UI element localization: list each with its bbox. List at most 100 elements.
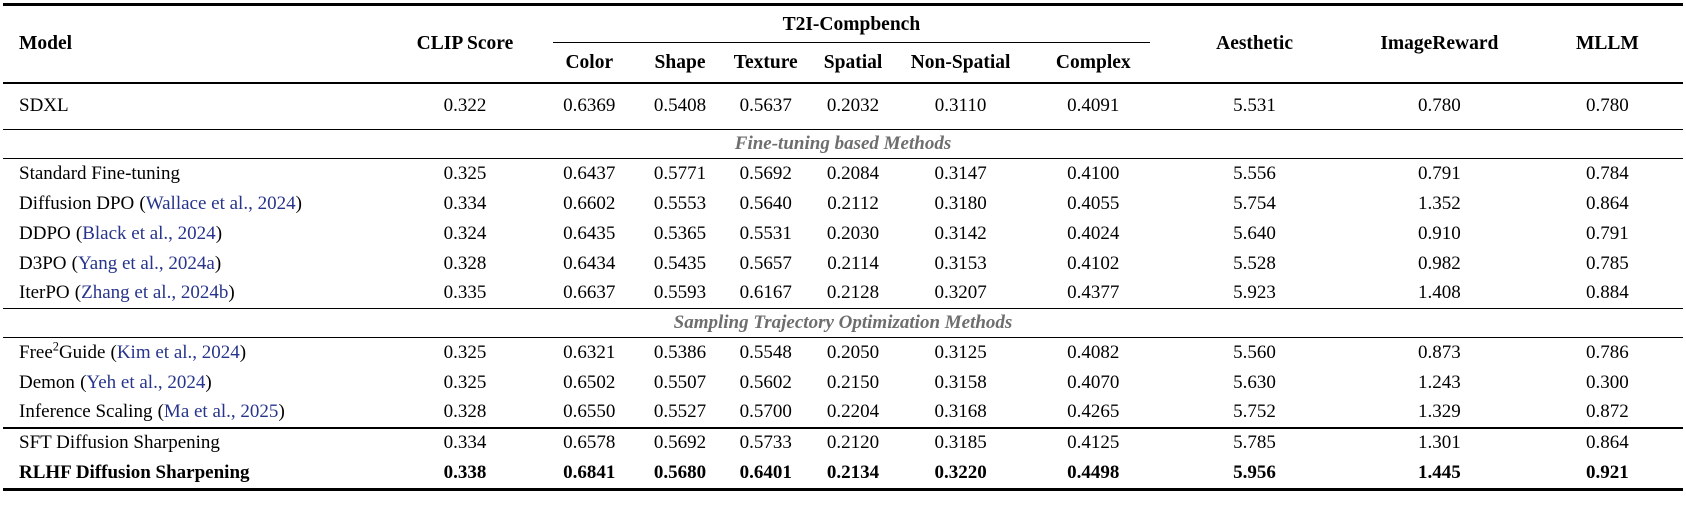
model-cell: Diffusion DPO (Wallace et al., 2024) [3,189,389,219]
metric-cell: 0.791 [1417,162,1461,184]
metric-cell: 5.956 [1233,461,1276,483]
model-cell: Free2Guide (Kim et al., 2024) [3,338,389,368]
citation-link[interactable]: Ma et al., 2025 [163,401,279,422]
metric-cell: 0.910 [1417,222,1461,244]
citation-link[interactable]: Yeh et al., 2024 [86,371,206,393]
metric-cell: 0.3153 [934,252,987,274]
metric-cell: 0.5365 [653,222,707,244]
col-header-texture: Texture [733,52,798,73]
metric-cell: 0.2128 [826,282,880,304]
metric-cell: 0.5771 [653,162,707,184]
metric-cell: 0.4498 [1067,461,1120,483]
table-row: Inference Scaling (Ma et al., 2025) 0.328… [3,398,1683,428]
metric-cell: 0.4100 [1067,162,1120,184]
metric-cell: 0.6369 [540,81,639,130]
metric-cell: 0.338 [443,461,487,483]
metric-cell: 0.6401 [739,461,792,483]
metric-cell: 0.328 [443,252,487,274]
metric-cell: 0.864 [1531,426,1683,458]
metric-cell: 5.560 [1233,341,1276,363]
metric-cell: 0.4024 [1067,222,1120,244]
citation-close-paren: ) [215,222,223,244]
citation-open-paren: ( [157,401,164,422]
model-cell: RLHF Diffusion Sharpening [3,458,389,490]
citation-close-paren: ) [228,282,235,304]
metric-cell: 0.5531 [739,222,792,244]
table-row: DDPO (Black et al., 2024) 0.324 0.6435 0.… [3,219,1683,249]
col-header-non-spatial: Non-Spatial [910,52,1011,73]
metric-cell: 0.2204 [826,401,880,422]
table-row: SDXL 0.322 0.6369 0.5408 0.5637 0.2032 0… [3,81,1683,130]
metric-cell: 0.325 [443,162,487,184]
table-row: SFT Diffusion Sharpening 0.334 0.6578 0.… [3,426,1683,458]
model-cell: SFT Diffusion Sharpening [3,426,390,458]
citation-close-paren: ) [214,252,222,274]
col-header-model: Model [19,32,73,54]
citation-link[interactable]: Wallace et al., 2024 [145,192,296,214]
metric-cell: 0.2030 [826,222,880,244]
table-header: Model CLIP Score T2I-Compbench Aesthetic… [3,5,1683,83]
metric-cell: 0.3220 [934,461,987,483]
model-name: Standard Fine-tuning [19,162,180,184]
metric-cell: 0.4091 [1024,81,1163,130]
citation-link[interactable]: Black et al., 2024 [82,222,216,244]
citation-open-paren: ( [139,192,146,214]
metric-cell: 0.334 [389,426,541,458]
metric-cell: 0.5640 [739,192,792,214]
table-row: Standard Fine-tuning 0.325 0.6437 0.5771… [3,159,1683,189]
metric-cell: 0.2120 [809,426,897,458]
metric-cell: 0.6435 [563,222,616,244]
metric-cell: 0.322 [389,81,541,130]
metric-cell: 1.352 [1417,192,1461,214]
section-divider-row: Fine-tuning based Methods [3,129,1683,159]
model-name: DDPO [19,222,71,244]
metric-cell: 0.335 [443,282,487,304]
citation-link[interactable]: Yang et al., 2024a [77,252,215,274]
section-divider-row: Sampling Trajectory Optimization Methods [3,308,1683,338]
metric-cell: 0.2032 [809,81,897,130]
metric-cell: 0.864 [1586,192,1629,214]
metric-cell: 5.785 [1162,426,1347,458]
metric-cell: 0.921 [1586,461,1629,483]
citation-link[interactable]: Zhang et al., 2024b [81,282,229,304]
metric-cell: 0.5507 [653,371,707,393]
metric-cell: 0.5657 [739,252,792,274]
metric-cell: 0.884 [1586,282,1629,304]
citation-open-paren: ( [75,222,83,244]
metric-cell: 0.334 [443,192,487,214]
citation-close-paren: ) [205,371,212,393]
metric-cell: 0.5553 [653,192,707,214]
col-header-complex: Complex [1055,52,1131,73]
metric-cell: 5.754 [1233,192,1276,214]
col-header-imagereward: ImageReward [1380,32,1499,54]
col-group-header-t2i-compbench: T2I-Compbench [541,5,1163,45]
metric-cell: 0.6167 [739,282,792,304]
metric-cell: 1.301 [1346,426,1532,458]
model-name: Inference Scaling [19,401,153,422]
metric-cell: 0.5700 [739,401,792,422]
table-row: IterPO (Zhang et al., 2024b) 0.335 0.6637… [3,279,1683,309]
metric-cell: 0.3110 [896,81,1025,130]
metric-cell: 0.873 [1417,341,1461,363]
metric-cell: 0.325 [443,341,487,363]
model-name: SFT Diffusion Sharpening [19,432,220,453]
section-heading: Sampling Trajectory Optimization Methods [3,308,1683,338]
metric-cell: 0.4055 [1067,192,1120,214]
citation-link[interactable]: Kim et al., 2024 [116,341,240,363]
metric-cell: 0.5692 [739,162,792,184]
metric-cell: 0.5386 [653,341,707,363]
metric-cell: 1.329 [1417,401,1461,422]
metric-cell: 0.3125 [934,341,987,363]
model-cell: SDXL [3,81,390,130]
table-row: Diffusion DPO (Wallace et al., 2024) 0.33… [3,189,1683,219]
metric-cell: 0.2084 [826,162,880,184]
metric-cell: 5.923 [1233,282,1276,304]
col-header-color: Color [565,52,614,73]
metric-cell: 0.982 [1417,252,1461,274]
metric-cell: 0.785 [1586,252,1629,274]
metric-cell: 0.3158 [934,371,987,393]
metric-cell: 0.2134 [826,461,880,483]
metric-cell: 0.325 [443,371,487,393]
model-name: Demon [19,371,75,393]
